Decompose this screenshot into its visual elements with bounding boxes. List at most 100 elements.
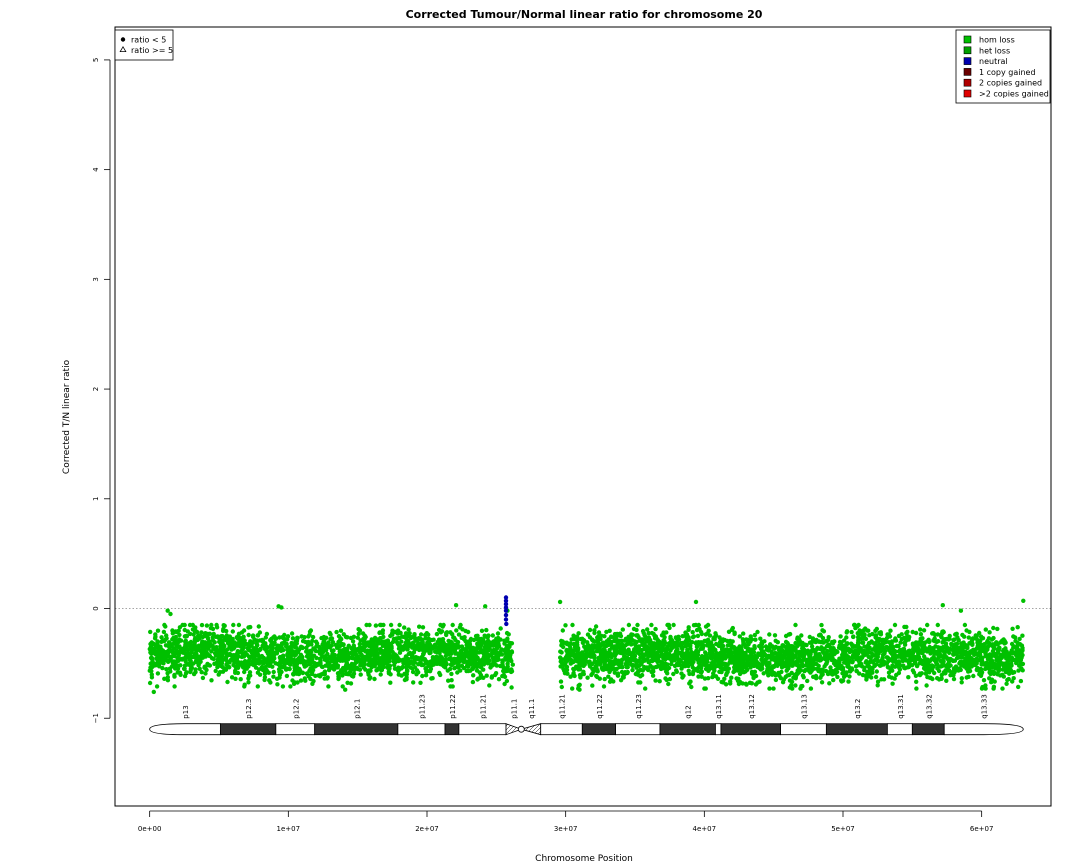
data-point [356,627,361,632]
data-point [775,640,780,645]
data-point [800,673,806,678]
data-point [585,632,591,637]
data-point [356,658,362,663]
data-point [255,684,260,689]
data-point [921,628,927,633]
data-point [971,673,976,679]
data-point [568,647,573,652]
data-point [661,646,666,652]
data-point [602,676,607,682]
data-point [436,655,442,660]
data-point [274,676,280,681]
data-point [690,630,695,635]
data-point [855,640,861,645]
data-point [912,658,917,664]
data-point [509,669,515,674]
data-point [937,646,943,651]
data-point [344,653,349,659]
data-point [456,632,462,637]
data-point [160,665,165,671]
data-point [987,630,992,635]
data-point [327,630,332,636]
data-point [923,671,929,676]
data-point [708,654,714,659]
data-point [771,686,776,691]
data-point [925,622,930,628]
data-point [592,655,597,661]
data-point [616,661,621,667]
data-point [777,673,782,678]
data-point [558,664,563,669]
data-point [635,672,641,677]
data-point [701,644,706,649]
data-point [458,622,463,628]
data-point [935,622,940,628]
data-point [576,631,581,636]
data-point [396,657,401,663]
data-point [160,638,166,644]
data-point [503,669,508,674]
data-point [417,624,422,629]
data-point [309,642,314,647]
data-point [924,657,929,662]
data-point [916,654,922,660]
data-point [197,666,202,671]
data-point [564,647,569,653]
data-point [910,668,916,673]
data-point [831,677,836,683]
data-point [292,653,298,658]
data-point [470,661,476,666]
data-point [737,671,743,677]
data-point [310,634,316,640]
data-point [653,678,658,683]
data-point [769,670,775,675]
data-point [873,644,878,650]
data-point [810,639,815,644]
data-point [372,676,377,682]
data-point [637,637,642,643]
data-point [974,633,979,638]
data-point [400,647,406,652]
data-point [717,640,723,645]
data-point [684,650,689,656]
data-point [763,660,769,665]
data-point [266,670,271,675]
data-point [336,675,341,681]
data-point [481,675,486,680]
data-point [795,636,800,642]
data-point [981,646,986,651]
data-point [920,650,925,656]
data-point [354,665,359,670]
data-point [736,681,742,687]
data-point [149,675,155,680]
data-point [696,660,701,665]
data-point [724,672,729,678]
data-point [205,635,210,640]
data-point [844,635,849,640]
data-point [375,650,380,655]
data-point [699,669,704,674]
data-point [874,626,879,632]
data-point [902,624,907,630]
data-point [285,637,290,642]
data-point [152,636,158,641]
data-point [991,625,996,631]
data-point [446,678,451,683]
data-point [991,686,996,691]
data-point [890,658,895,663]
data-point-outlier [693,599,699,605]
data-point [995,626,1000,632]
data-point [153,649,158,655]
data-point [173,629,178,634]
data-point [373,657,378,663]
data-point [383,645,389,650]
data-point [234,654,239,659]
data-point [486,640,492,645]
data-point [242,653,247,658]
data-point [354,653,360,659]
data-point [558,679,564,684]
data-point [897,653,902,658]
data-point [874,650,879,656]
data-point [594,660,599,665]
data-point [213,668,218,674]
